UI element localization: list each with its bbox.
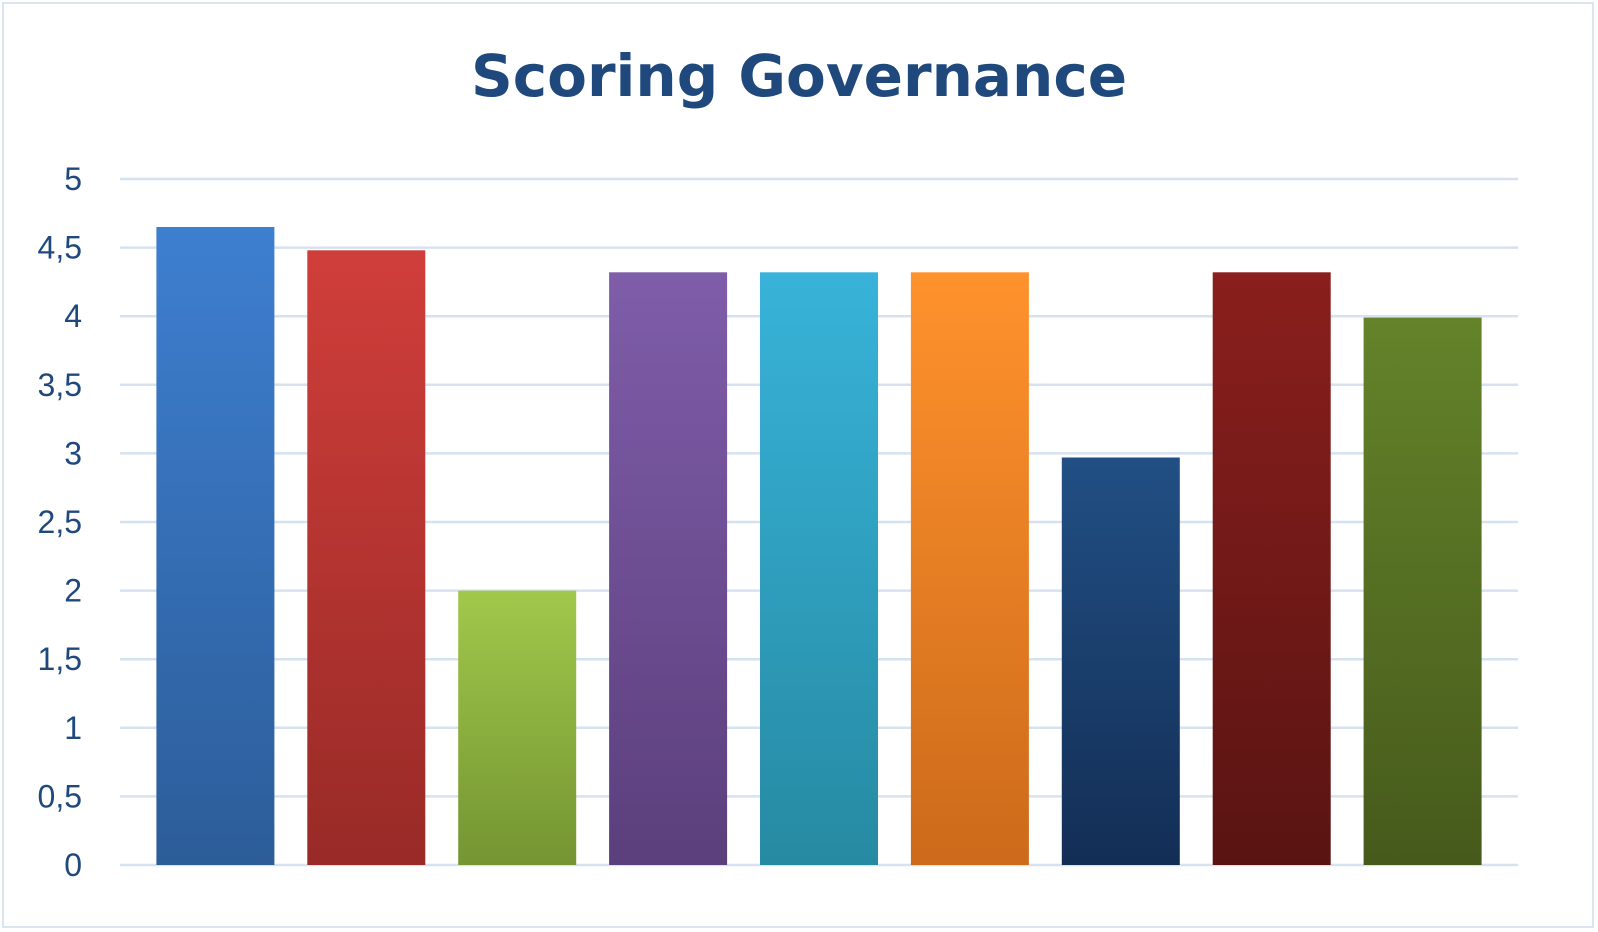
bar-2 [307, 250, 426, 866]
bar-1 [156, 227, 275, 865]
y-tick-label: 2 [64, 573, 82, 609]
y-tick-label: 0 [64, 847, 82, 883]
y-tick-label: 4 [64, 298, 82, 334]
y-tick-label: 3 [64, 435, 82, 471]
bar-3 [458, 590, 577, 865]
y-axis-tick-labels: 0 0,5 1 1,5 2 2,5 3 3,5 4 4,5 5 [38, 161, 82, 883]
y-tick-label: 4,5 [38, 230, 82, 266]
bar-7 [1061, 457, 1180, 865]
bars [156, 227, 1482, 866]
chart-title: Scoring Governance [470, 42, 1128, 110]
y-tick-label: 0,5 [38, 778, 82, 814]
y-tick-label: 1,5 [38, 641, 82, 677]
y-tick-label: 3,5 [38, 367, 82, 403]
bar-6 [910, 272, 1029, 865]
y-tick-label: 5 [64, 161, 82, 197]
y-tick-label: 1 [64, 710, 82, 746]
y-tick-label: 2,5 [38, 504, 82, 540]
bar-9 [1363, 317, 1482, 866]
bar-5 [760, 272, 878, 865]
bar-8 [1212, 272, 1331, 865]
bar-4 [609, 272, 728, 865]
